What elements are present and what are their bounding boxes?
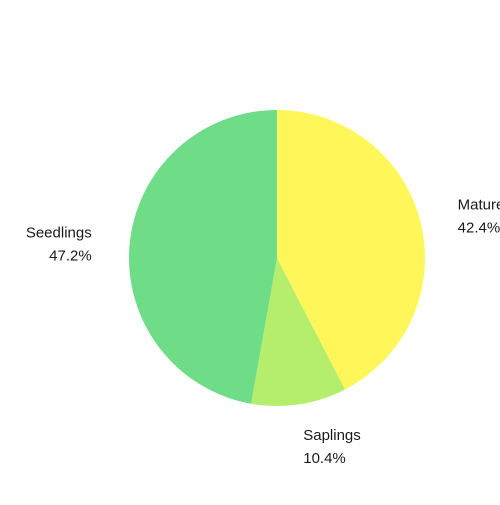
slices-layer (129, 110, 426, 406)
pie-slice-mature (277, 110, 426, 390)
pie-slice-saplings (251, 258, 346, 406)
slice-percent-seedlings: 47.2% (49, 247, 92, 264)
slice-label-saplings: Saplings (303, 427, 361, 444)
pie-slice-seedlings (129, 110, 277, 404)
labels-layer: Mature 42.4% Saplings 10.4% Seedlings 47.2% (26, 197, 500, 467)
slice-label-mature: Mature (458, 197, 500, 214)
slice-percent-saplings: 10.4% (303, 450, 346, 467)
slice-percent-mature: 42.4% (458, 220, 500, 237)
slice-label-seedlings: Seedlings (26, 224, 92, 241)
